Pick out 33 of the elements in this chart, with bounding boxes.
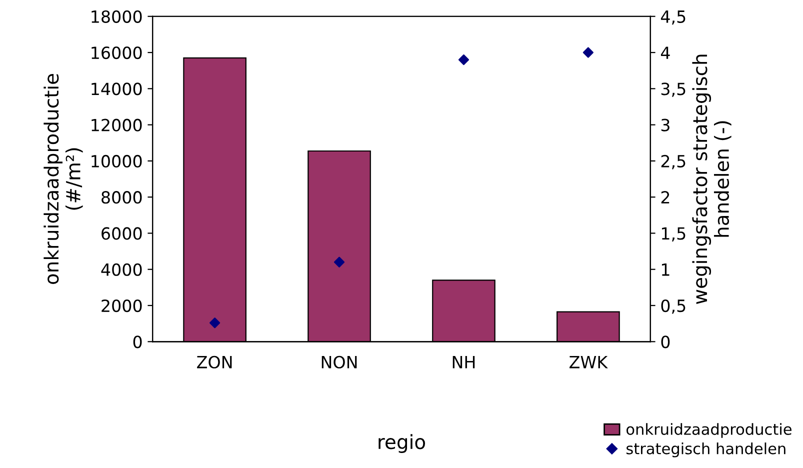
y-tick-label: 16000: [92, 46, 142, 60]
point: [210, 318, 220, 328]
y-tick-label: 14000: [92, 82, 142, 96]
point: [334, 256, 345, 268]
y-axis-title: onkruidzaadproductie (#/m²): [44, 74, 83, 284]
x-tick-label: ZWK: [570, 356, 608, 368]
y-tick-label: 6000: [102, 227, 142, 240]
y-tick-label: 8000: [102, 191, 142, 204]
point: [458, 54, 470, 66]
y2-tick-label: 3: [661, 118, 670, 132]
y2-tick-label: 3,5: [661, 82, 686, 97]
x-axis-title: regio: [378, 434, 426, 453]
y2-axis-title: wegingsfactor strategisch handelen (-): [692, 54, 732, 304]
y2-tick-label: 2: [661, 191, 670, 204]
y2-tick-label: 0,5: [661, 299, 686, 314]
legend-label: strategisch handelen: [626, 442, 786, 458]
y-tick-label: 12000: [92, 118, 142, 132]
y2-tick-label: 4: [660, 46, 670, 59]
x-tick-label: NON: [322, 356, 357, 368]
x-tick-label: NH: [452, 356, 475, 368]
x-tick-label: ZON: [197, 356, 232, 368]
y2-tick-label: 1,5: [662, 227, 686, 242]
point: [582, 47, 594, 58]
y-tick-label: 10000: [92, 154, 142, 168]
legend-label: onkruidzaadproductie: [626, 423, 792, 438]
y2-tick-label: 1: [662, 264, 670, 276]
y2-tick-label: 0: [661, 336, 670, 348]
y-tick-label: 4000: [101, 263, 142, 276]
y2-tick-label: 2,5: [661, 154, 686, 170]
y-tick-label: 18000: [92, 10, 142, 23]
y-tick-label: 2000: [102, 299, 142, 312]
y2-tick-label: 4,5: [660, 10, 686, 25]
y-tick-label: 0: [133, 336, 142, 348]
